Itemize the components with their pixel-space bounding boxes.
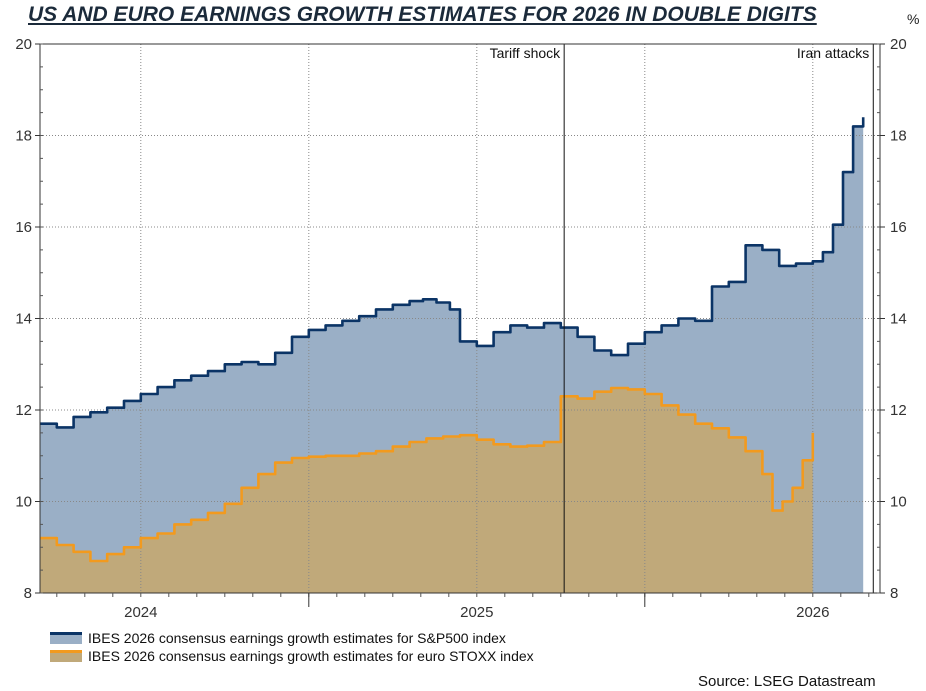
legend-swatch-stoxx	[50, 650, 82, 662]
y-tick-label-right-18: 18	[890, 128, 907, 145]
legend-entry-sp500: IBES 2026 consensus earnings growth esti…	[50, 629, 534, 647]
legend-label-stoxx: IBES 2026 consensus earnings growth esti…	[88, 648, 534, 664]
legend-entry-stoxx: IBES 2026 consensus earnings growth esti…	[50, 647, 534, 665]
y-tick-label-right-12: 12	[890, 402, 907, 419]
y-tick-label-left-16: 16	[15, 219, 32, 236]
y-tick-label-right-14: 14	[890, 311, 907, 328]
y-tick-label-right-8: 8	[890, 585, 898, 602]
series-line-1	[40, 386, 815, 563]
x-tick-label-2026: 2026	[796, 604, 829, 621]
y-tick-label-right-20: 20	[890, 36, 907, 53]
annotation-label-1: Iran attacks	[797, 45, 869, 61]
y-tick-label-left-20: 20	[15, 36, 32, 53]
y-tick-label-left-12: 12	[15, 402, 32, 419]
y-tick-label-right-10: 10	[890, 494, 907, 511]
y-tick-label-left-10: 10	[15, 494, 32, 511]
y-tick-label-left-8: 8	[24, 585, 32, 602]
series-line-0	[40, 117, 865, 429]
legend-label-sp500: IBES 2026 consensus earnings growth esti…	[88, 630, 506, 646]
unit-label: %	[907, 11, 920, 27]
legend: IBES 2026 consensus earnings growth esti…	[50, 629, 534, 665]
y-tick-label-left-14: 14	[15, 311, 32, 328]
chart-title: US AND EURO EARNINGS GROWTH ESTIMATES FO…	[28, 3, 817, 26]
y-tick-label-right-16: 16	[890, 219, 907, 236]
x-tick-label-2024: 2024	[124, 604, 157, 621]
y-tick-label-left-18: 18	[15, 128, 32, 145]
annotation-label-0: Tariff shock	[490, 45, 562, 61]
source-note: Source: LSEG Datastream	[698, 673, 876, 690]
x-tick-label-2025: 2025	[460, 604, 493, 621]
legend-swatch-sp500	[50, 632, 82, 644]
series-area-1	[40, 388, 813, 593]
